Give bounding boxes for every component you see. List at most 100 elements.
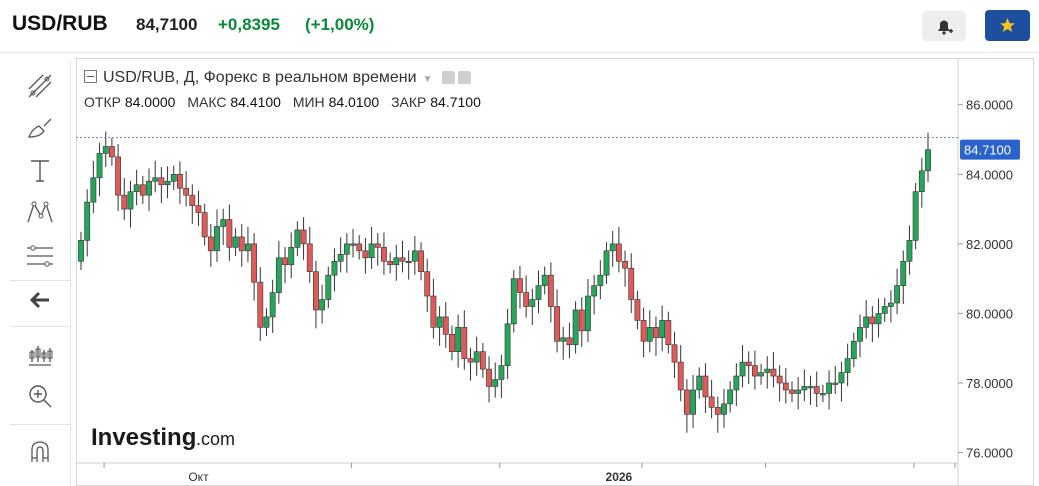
y-tick-label: 78.0000 xyxy=(966,376,1013,391)
trend-lines-icon[interactable] xyxy=(24,70,56,102)
candle xyxy=(900,250,907,305)
candle xyxy=(665,311,672,354)
price-chart[interactable]: 76.0000 78.0000 80.0000 82.0000 84.0000 86.00… xyxy=(76,58,1034,486)
candle xyxy=(677,345,684,402)
candle xyxy=(207,224,214,267)
candle xyxy=(455,314,462,368)
candle xyxy=(442,301,449,348)
price-change: +0,8395 xyxy=(218,15,280,34)
candle xyxy=(912,183,919,250)
candle xyxy=(541,266,548,295)
bell-plus-icon xyxy=(938,20,953,35)
candle xyxy=(374,233,381,266)
chart-tools-icon[interactable] xyxy=(24,338,56,370)
candle xyxy=(325,266,332,309)
open-value: 84.0000 xyxy=(124,94,176,110)
candle xyxy=(659,305,666,352)
candle xyxy=(158,167,165,204)
candle xyxy=(381,232,387,275)
back-arrow-icon[interactable] xyxy=(24,284,56,316)
create-alert-button[interactable] xyxy=(922,11,966,41)
drawing-toolbar xyxy=(10,62,71,486)
candle xyxy=(479,343,486,378)
candle xyxy=(826,370,832,410)
candle xyxy=(387,252,394,274)
candle xyxy=(405,250,412,280)
candle xyxy=(776,365,783,402)
candle xyxy=(306,226,313,283)
candle xyxy=(881,297,888,323)
candle xyxy=(906,225,913,275)
candle xyxy=(727,381,734,413)
candle xyxy=(764,356,771,389)
candle xyxy=(461,310,468,370)
candle xyxy=(807,375,814,405)
open-label: ОТКР xyxy=(84,94,121,110)
y-tick-label: 86.0000 xyxy=(966,98,1013,113)
candle xyxy=(245,226,251,262)
chevron-down-icon[interactable]: ▼ xyxy=(422,74,433,85)
candle xyxy=(251,233,258,301)
candle xyxy=(115,144,121,212)
candle xyxy=(838,361,845,402)
candle xyxy=(350,228,356,258)
pair-name: USD/RUB xyxy=(12,12,108,35)
candle xyxy=(232,228,239,257)
zoom-icon[interactable] xyxy=(24,380,56,412)
candle xyxy=(547,262,554,323)
candle xyxy=(615,226,622,273)
current-price-label: 84.7100 xyxy=(964,143,1011,158)
candle xyxy=(78,231,84,270)
candle xyxy=(399,240,406,273)
collapse-legend-icon[interactable] xyxy=(84,70,97,83)
high-value: 84.4100 xyxy=(230,94,281,110)
fib-icon[interactable] xyxy=(24,240,56,272)
candle xyxy=(288,232,295,279)
candle xyxy=(96,142,103,197)
text-icon[interactable] xyxy=(24,154,56,186)
candle xyxy=(758,363,764,385)
star-icon xyxy=(1000,18,1015,32)
low-value: 84.0100 xyxy=(328,94,380,110)
add-to-watchlist-button[interactable] xyxy=(985,10,1030,41)
x-tick-label: 2026 xyxy=(606,470,633,484)
close-value: 84.7100 xyxy=(430,94,481,110)
candle xyxy=(714,396,721,433)
candle xyxy=(90,160,97,214)
candle xyxy=(653,316,659,357)
candle xyxy=(801,369,808,402)
candle xyxy=(572,301,579,354)
candle xyxy=(875,298,882,338)
candle xyxy=(566,322,573,359)
brush-icon[interactable] xyxy=(24,112,56,144)
candle xyxy=(739,345,746,388)
price-change-percent: (+1,00%) xyxy=(305,15,375,34)
candle xyxy=(634,290,641,330)
candle xyxy=(844,343,851,387)
candle xyxy=(789,381,795,403)
candle xyxy=(411,235,418,275)
x-tick-label: Окт xyxy=(188,470,209,484)
current-price-tag: 84.7100 xyxy=(960,139,1020,160)
candle xyxy=(127,180,134,228)
candle xyxy=(702,363,709,413)
candle xyxy=(164,166,171,199)
candle xyxy=(683,379,690,433)
chart-frame xyxy=(76,58,1034,486)
candle xyxy=(622,250,628,287)
candle xyxy=(269,279,276,333)
candle xyxy=(894,268,900,315)
candle xyxy=(690,375,696,428)
settings-gear-icon[interactable] xyxy=(458,71,472,84)
candle xyxy=(257,267,264,341)
chart-title: USD/RUB, Д, Форекс в реальном времени xyxy=(103,69,417,86)
candle xyxy=(832,365,839,395)
candle xyxy=(319,284,326,324)
magnet-icon[interactable] xyxy=(24,436,56,468)
pattern-icon[interactable] xyxy=(24,196,56,228)
candle xyxy=(523,275,530,318)
candle xyxy=(343,233,350,273)
candle xyxy=(133,169,140,206)
visibility-icon[interactable] xyxy=(442,71,456,84)
y-tick-label: 80.0000 xyxy=(966,306,1013,321)
